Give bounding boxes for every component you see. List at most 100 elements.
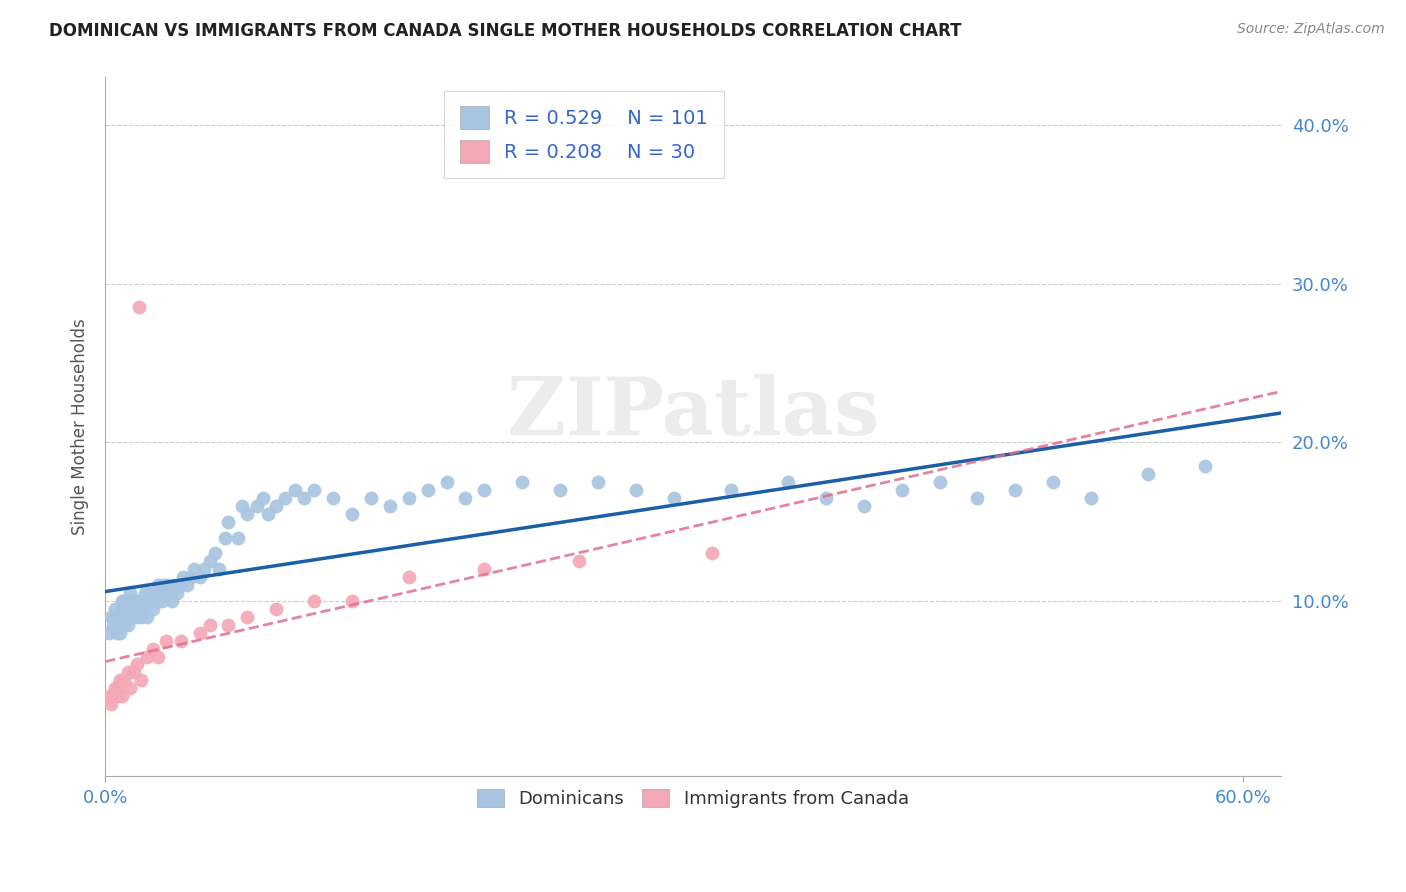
Point xyxy=(122,594,145,608)
Point xyxy=(662,491,685,505)
Point xyxy=(117,610,139,624)
Point xyxy=(1004,483,1026,497)
Point xyxy=(128,602,150,616)
Point xyxy=(170,578,193,592)
Point xyxy=(100,697,122,711)
Point xyxy=(98,689,121,703)
Point xyxy=(568,554,591,568)
Point xyxy=(155,586,177,600)
Point xyxy=(128,301,150,315)
Point xyxy=(188,570,211,584)
Point xyxy=(139,594,162,608)
Point xyxy=(117,617,139,632)
Point xyxy=(112,602,135,616)
Point xyxy=(107,681,129,696)
Point xyxy=(136,594,159,608)
Point xyxy=(236,610,259,624)
Point xyxy=(198,617,221,632)
Point xyxy=(104,610,127,624)
Point xyxy=(105,625,128,640)
Point xyxy=(231,499,253,513)
Legend: Dominicans, Immigrants from Canada: Dominicans, Immigrants from Canada xyxy=(470,781,917,815)
Point xyxy=(112,617,135,632)
Point xyxy=(436,475,458,489)
Point xyxy=(586,475,609,489)
Point xyxy=(1080,491,1102,505)
Point xyxy=(1137,467,1160,481)
Point xyxy=(118,586,141,600)
Point xyxy=(110,610,132,624)
Point xyxy=(550,483,572,497)
Point xyxy=(166,586,188,600)
Point xyxy=(928,475,950,489)
Point xyxy=(217,617,239,632)
Point xyxy=(124,594,146,608)
Point xyxy=(398,491,420,505)
Point xyxy=(214,531,236,545)
Point xyxy=(122,610,145,624)
Point xyxy=(454,491,477,505)
Point xyxy=(149,586,172,600)
Point xyxy=(129,610,152,624)
Point xyxy=(142,641,165,656)
Point xyxy=(153,578,176,592)
Point xyxy=(132,594,155,608)
Point xyxy=(121,602,143,616)
Point xyxy=(264,602,287,616)
Point xyxy=(159,586,181,600)
Point xyxy=(302,594,325,608)
Point xyxy=(111,689,134,703)
Point xyxy=(226,531,249,545)
Point xyxy=(378,499,401,513)
Point xyxy=(172,570,194,584)
Point xyxy=(624,483,647,497)
Point xyxy=(264,499,287,513)
Point xyxy=(104,602,127,616)
Point xyxy=(236,507,259,521)
Point xyxy=(162,578,184,592)
Point xyxy=(127,657,149,672)
Point xyxy=(118,681,141,696)
Point xyxy=(101,617,124,632)
Point xyxy=(322,491,344,505)
Point xyxy=(890,483,912,497)
Point xyxy=(110,625,132,640)
Y-axis label: Single Mother Households: Single Mother Households xyxy=(72,318,89,535)
Point xyxy=(145,594,167,608)
Point xyxy=(512,475,534,489)
Point xyxy=(148,578,170,592)
Point xyxy=(252,491,274,505)
Text: Source: ZipAtlas.com: Source: ZipAtlas.com xyxy=(1237,22,1385,37)
Point xyxy=(107,617,129,632)
Point xyxy=(257,507,280,521)
Point xyxy=(814,491,837,505)
Point xyxy=(138,586,160,600)
Point xyxy=(188,625,211,640)
Point xyxy=(110,673,132,688)
Point xyxy=(340,594,363,608)
Point xyxy=(136,649,159,664)
Point xyxy=(302,483,325,497)
Point xyxy=(193,562,215,576)
Point xyxy=(1042,475,1064,489)
Point xyxy=(134,586,156,600)
Point xyxy=(117,665,139,680)
Point xyxy=(143,586,166,600)
Point xyxy=(155,633,177,648)
Point xyxy=(112,673,135,688)
Point xyxy=(1194,459,1216,474)
Point xyxy=(122,665,145,680)
Point xyxy=(124,602,146,616)
Point xyxy=(112,610,135,624)
Point xyxy=(360,491,382,505)
Point xyxy=(128,594,150,608)
Point xyxy=(107,610,129,624)
Point xyxy=(416,483,439,497)
Point xyxy=(966,491,988,505)
Point xyxy=(101,689,124,703)
Point xyxy=(170,633,193,648)
Point xyxy=(183,562,205,576)
Point xyxy=(180,570,202,584)
Point xyxy=(198,554,221,568)
Point xyxy=(142,602,165,616)
